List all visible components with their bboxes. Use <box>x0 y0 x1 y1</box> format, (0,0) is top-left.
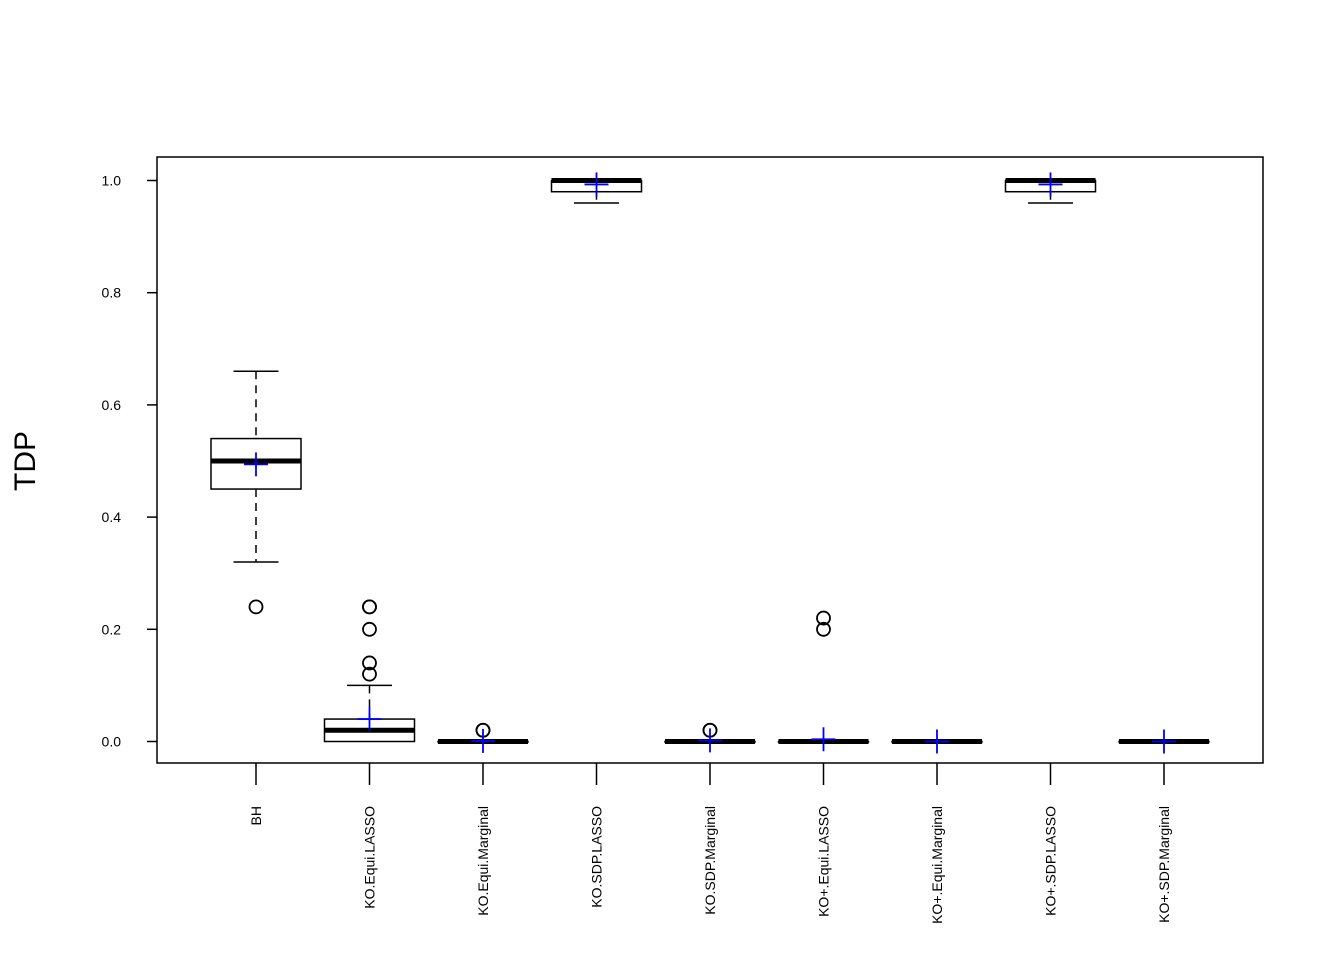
outlier-point <box>816 621 831 637</box>
x-tick-label: BH <box>248 806 264 825</box>
box-KO.SDP.LASSO <box>550 172 643 204</box>
y-axis-label: TDP <box>9 431 42 491</box>
outlier-point <box>362 599 377 615</box>
x-tick-label: KO+.Equi.LASSO <box>816 806 832 917</box>
x-axis: BH KO.Equi.LASSO KO.Equi.Marginal KO.SDP.LA… <box>248 763 1172 924</box>
y-tick-label: 0.4 <box>102 509 122 525</box>
x-tick-label: KO+.SDP.LASSO <box>1043 806 1059 916</box>
box-BH <box>210 370 302 615</box>
box-rect <box>210 437 302 490</box>
x-tick-label: KO.Equi.Marginal <box>475 806 491 916</box>
box-KO+.SDP.LASSO <box>1004 172 1097 204</box>
x-tick-label: KO.Equi.LASSO <box>362 806 378 909</box>
outlier-point <box>362 621 377 637</box>
y-tick-label: 0.2 <box>102 621 122 637</box>
y-axis: 0.0 0.2 0.4 0.6 0.8 1.0 <box>102 173 157 750</box>
outlier-point <box>248 599 264 615</box>
outlier-point <box>816 610 831 626</box>
x-tick-label: KO.SDP.Marginal <box>702 806 718 915</box>
box-KO.SDP.Marginal <box>664 722 756 753</box>
outlier-point <box>362 666 377 682</box>
box-KO+.Equi.LASSO <box>777 610 870 752</box>
box-KO+.SDP.Marginal <box>1118 729 1210 754</box>
boxes-group <box>210 172 1210 754</box>
y-tick-label: 1.0 <box>102 173 122 189</box>
box-KO+.Equi.Marginal <box>891 729 983 754</box>
outlier-point <box>362 655 377 671</box>
y-tick-label: 0.0 <box>102 734 122 750</box>
y-tick-label: 0.8 <box>102 285 122 301</box>
box-KO.Equi.LASSO <box>323 599 416 743</box>
x-tick-label: KO+.SDP.Marginal <box>1156 806 1172 923</box>
box-KO.Equi.Marginal <box>437 722 529 753</box>
x-tick-label: KO+.Equi.Marginal <box>929 806 945 924</box>
x-tick-label: KO.SDP.LASSO <box>589 806 605 908</box>
y-tick-label: 0.6 <box>102 397 122 413</box>
